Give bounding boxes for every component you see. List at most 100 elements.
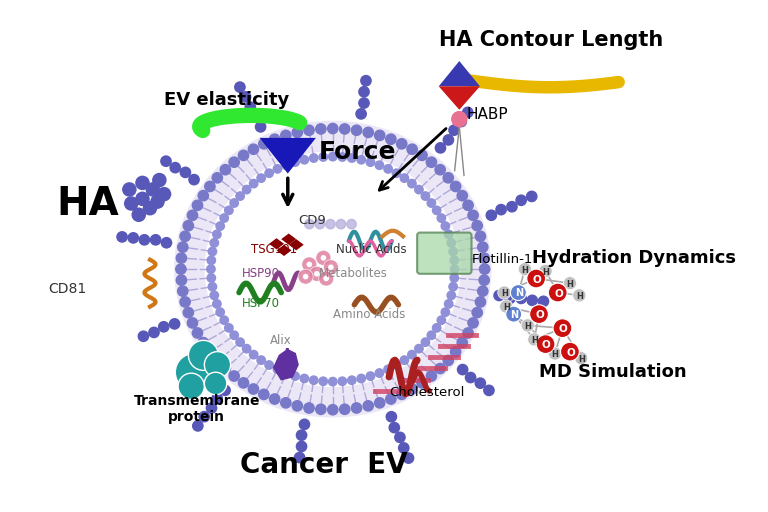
Circle shape [298,269,313,284]
Circle shape [451,181,461,191]
Circle shape [417,378,427,388]
Circle shape [450,274,458,282]
Text: Force: Force [319,139,396,163]
Circle shape [479,253,489,263]
Text: Hydration Dynamics: Hydration Dynamics [532,248,737,267]
Circle shape [486,210,496,221]
Circle shape [225,324,233,332]
Circle shape [478,242,488,252]
Circle shape [146,183,159,196]
Circle shape [400,174,409,182]
Circle shape [458,365,468,375]
Text: H: H [525,322,531,331]
Circle shape [384,165,392,173]
Circle shape [443,355,453,366]
Circle shape [198,190,208,201]
Circle shape [248,384,259,394]
Circle shape [392,361,401,369]
Circle shape [359,87,369,97]
Circle shape [375,398,385,408]
Circle shape [443,173,453,183]
Circle shape [238,378,249,388]
Circle shape [193,421,203,431]
Text: O: O [558,325,568,334]
Circle shape [210,291,219,300]
Text: Cholesterol: Cholesterol [389,386,465,399]
Circle shape [250,179,258,188]
Circle shape [198,337,208,348]
Circle shape [451,347,461,357]
Circle shape [328,264,334,270]
Circle shape [538,296,548,307]
Circle shape [240,92,250,102]
Circle shape [465,372,475,382]
Circle shape [216,308,224,316]
Circle shape [338,377,346,386]
Text: H: H [567,280,574,289]
Circle shape [447,239,455,247]
Circle shape [303,274,309,280]
Circle shape [180,297,190,307]
Circle shape [496,204,506,215]
Circle shape [468,318,478,328]
Polygon shape [276,245,292,256]
Circle shape [403,453,414,463]
Circle shape [363,127,373,138]
Circle shape [245,102,256,112]
Circle shape [144,202,157,215]
Circle shape [326,220,335,229]
Circle shape [310,376,318,385]
Circle shape [457,337,468,348]
Circle shape [573,289,586,302]
Circle shape [450,256,458,265]
Circle shape [175,353,213,391]
Circle shape [392,169,401,178]
Circle shape [498,286,511,299]
Circle shape [437,316,445,325]
Text: HABP: HABP [467,107,508,122]
Circle shape [207,256,216,265]
Text: H: H [576,292,583,301]
Circle shape [376,369,384,377]
Circle shape [527,295,538,306]
Circle shape [415,185,423,194]
Text: Transmembrane
protein: Transmembrane protein [134,394,260,424]
Circle shape [212,355,223,366]
Circle shape [230,199,238,207]
Circle shape [273,165,282,173]
Circle shape [305,220,314,229]
Circle shape [170,319,180,329]
Circle shape [396,389,407,399]
Circle shape [250,350,258,359]
Circle shape [445,230,453,239]
Circle shape [212,173,223,183]
Circle shape [478,286,488,296]
Ellipse shape [215,160,451,378]
Circle shape [210,239,219,247]
Circle shape [306,262,312,267]
Text: MD Simulation: MD Simulation [539,363,687,381]
Circle shape [450,265,458,273]
Circle shape [319,153,327,161]
Circle shape [259,139,269,149]
Circle shape [300,419,310,430]
Circle shape [280,130,291,141]
Circle shape [238,150,249,161]
Circle shape [157,187,170,201]
Text: HA: HA [56,185,119,223]
Circle shape [177,242,188,252]
Circle shape [188,340,218,370]
Circle shape [220,164,230,175]
Circle shape [270,394,280,404]
Text: H: H [501,289,508,298]
Circle shape [396,139,407,149]
Circle shape [435,364,445,374]
Circle shape [213,300,221,308]
Circle shape [291,372,300,380]
Circle shape [236,338,244,347]
Circle shape [292,401,303,411]
Circle shape [292,127,303,138]
Circle shape [468,210,478,221]
Circle shape [207,274,216,282]
Circle shape [475,297,485,307]
